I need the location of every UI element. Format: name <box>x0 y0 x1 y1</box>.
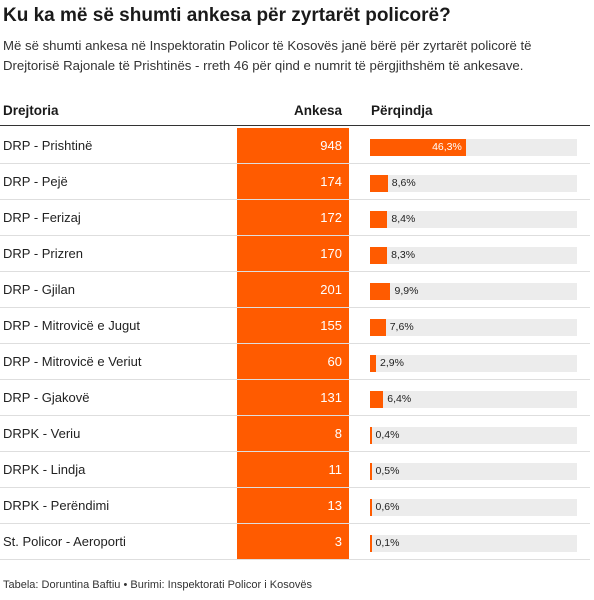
percent-bar-track: 0,5% <box>370 463 577 480</box>
row-divider <box>0 343 590 344</box>
value-column-highlight <box>237 128 349 560</box>
percent-bar <box>370 427 372 444</box>
percent-bar <box>370 283 391 300</box>
percent-bar <box>370 247 388 264</box>
percent-label: 6,4% <box>387 393 412 405</box>
row-name: DRPK - Perëndimi <box>3 498 110 513</box>
percent-bar <box>370 463 372 480</box>
row-value: 13 <box>327 498 342 513</box>
percent-label: 8,6% <box>391 177 416 189</box>
chart-title: Ku ka më së shumti ankesa për zyrtarët p… <box>3 5 451 26</box>
header-divider <box>0 125 590 126</box>
percent-bar <box>370 319 386 336</box>
row-name: DRP - Ferizaj <box>3 210 81 225</box>
row-value: 170 <box>320 246 342 261</box>
row-name: St. Policor - Aeroporti <box>3 534 126 549</box>
percent-bar <box>370 391 384 408</box>
row-divider <box>0 487 590 488</box>
row-divider <box>0 163 590 164</box>
row-value: 131 <box>320 390 342 405</box>
percent-bar-track: 46,3% <box>370 139 577 156</box>
row-name: DRP - Gjilan <box>3 282 76 297</box>
percent-bar <box>370 355 376 372</box>
row-value: 8 <box>334 426 342 441</box>
table-row: DRP - Gjakovë 131 6,4% <box>0 380 590 416</box>
row-divider <box>0 451 590 452</box>
table-row: DRPK - Lindja 11 0,5% <box>0 452 590 488</box>
percent-label: 0,4% <box>375 429 400 441</box>
row-name: DRP - Mitrovicë e Veriut <box>3 354 142 369</box>
row-value: 60 <box>327 354 342 369</box>
percent-bar-track: 2,9% <box>370 355 577 372</box>
table-row: DRP - Prishtinë 948 46,3% <box>0 128 590 164</box>
percent-label: 46,3% <box>432 141 462 153</box>
row-divider <box>0 379 590 380</box>
row-divider <box>0 235 590 236</box>
percent-bar <box>370 211 388 228</box>
percent-label: 0,6% <box>375 501 400 513</box>
row-value: 3 <box>334 534 342 549</box>
row-value: 11 <box>328 462 343 477</box>
percent-label: 2,9% <box>380 357 404 369</box>
row-value: 172 <box>320 210 342 225</box>
column-header-perqindja[interactable]: Përqindja <box>371 103 433 118</box>
row-value: 174 <box>320 174 342 189</box>
percent-label: 9,9% <box>394 285 419 297</box>
row-divider <box>0 415 590 416</box>
row-name: DRP - Mitrovicë e Jugut <box>3 318 141 333</box>
row-divider <box>0 307 590 308</box>
row-name: DRPK - Veriu <box>3 426 81 441</box>
row-value: 948 <box>320 138 342 153</box>
percent-label: 8,3% <box>391 249 416 261</box>
percent-label: 7,6% <box>389 321 414 333</box>
row-divider <box>0 559 590 560</box>
percent-bar-track: 9,9% <box>370 283 577 300</box>
row-name: DRP - Pejë <box>3 174 68 189</box>
percent-bar <box>370 535 372 552</box>
row-name: DRPK - Lindja <box>3 462 86 477</box>
percent-label: 8,4% <box>391 213 416 225</box>
table-row: DRP - Mitrovicë e Jugut 155 7,6% <box>0 308 590 344</box>
source-footer: Tabela: Doruntina Baftiu • Burimi: Inspe… <box>3 579 312 591</box>
table-row: DRP - Mitrovicë e Veriut 60 2,9% <box>0 344 590 380</box>
row-name: DRP - Prizren <box>3 246 83 261</box>
percent-label: 0,5% <box>375 465 400 477</box>
table-row: DRP - Prizren 170 8,3% <box>0 236 590 272</box>
percent-bar <box>370 139 466 156</box>
percent-bar <box>370 175 388 192</box>
table-row: DRP - Ferizaj 172 8,4% <box>0 200 590 236</box>
percent-bar-track: 6,4% <box>370 391 577 408</box>
column-header-drejtoria[interactable]: Drejtoria <box>3 103 59 118</box>
percent-bar-track: 0,1% <box>370 535 577 552</box>
row-divider <box>0 199 590 200</box>
percent-label: 0,1% <box>375 537 400 549</box>
chart-subtitle: Më së shumti ankesa në Inspektoratin Pol… <box>3 38 532 73</box>
table-row: DRP - Gjilan 201 9,9% <box>0 272 590 308</box>
row-divider <box>0 271 590 272</box>
row-value: 155 <box>320 318 342 333</box>
percent-bar-track: 8,3% <box>370 247 577 264</box>
table-row: DRPK - Veriu 8 0,4% <box>0 416 590 452</box>
table-row: DRP - Pejë 174 8,6% <box>0 164 590 200</box>
percent-bar-track: 8,4% <box>370 211 577 228</box>
table-row: DRPK - Perëndimi 13 0,6% <box>0 488 590 524</box>
row-name: DRP - Gjakovë <box>3 390 90 405</box>
percent-bar-track: 0,6% <box>370 499 577 516</box>
percent-bar-track: 7,6% <box>370 319 577 336</box>
percent-bar-track: 0,4% <box>370 427 577 444</box>
row-divider <box>0 523 590 524</box>
row-value: 201 <box>320 282 342 297</box>
table-row: St. Policor - Aeroporti 3 0,1% <box>0 524 590 560</box>
column-header-ankesa[interactable]: Ankesa <box>293 103 342 118</box>
row-name: DRP - Prishtinë <box>3 138 93 153</box>
percent-bar <box>370 499 372 516</box>
percent-bar-track: 8,6% <box>370 175 577 192</box>
